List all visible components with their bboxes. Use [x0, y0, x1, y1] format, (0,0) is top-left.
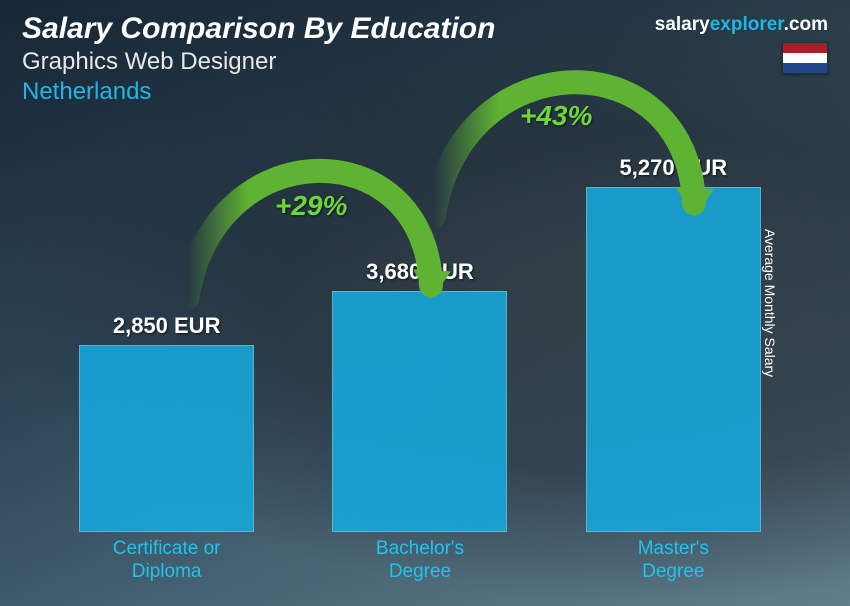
bar-chart: 2,850 EUR Certificate orDiploma 3,680 EUR B… [40, 154, 800, 584]
header: Salary Comparison By Education Graphics … [22, 12, 495, 106]
bar-value: 3,680 EUR [366, 259, 474, 285]
increase-label: +43% [520, 100, 592, 132]
brand-seg1: salary [655, 14, 710, 35]
bar [332, 291, 507, 532]
flag-icon [782, 42, 828, 74]
bar-label: Certificate orDiploma [113, 538, 221, 584]
chart-subtitle: Graphics Web Designer [22, 48, 495, 76]
bar-group: 3,680 EUR Bachelor'sDegree [320, 259, 520, 584]
bar [586, 187, 761, 532]
bar-value: 5,270 EUR [620, 155, 728, 181]
bar-label: Bachelor'sDegree [376, 538, 464, 584]
flag-stripe-2 [783, 63, 827, 73]
bar-group: 2,850 EUR Certificate orDiploma [67, 313, 267, 584]
brand-seg3: .com [784, 14, 828, 35]
bar [79, 345, 254, 532]
flag-stripe-0 [783, 43, 827, 53]
brand-seg2: explorer [710, 14, 784, 35]
bar-group: 5,270 EUR Master'sDegree [573, 155, 773, 584]
brand-logo: salaryexplorer.com [655, 14, 828, 36]
chart-country: Netherlands [22, 78, 495, 106]
flag-stripe-1 [783, 53, 827, 63]
bar-label: Master'sDegree [638, 538, 709, 584]
increase-label: +29% [275, 190, 347, 222]
chart-title: Salary Comparison By Education [22, 12, 495, 46]
bar-value: 2,850 EUR [113, 313, 221, 339]
